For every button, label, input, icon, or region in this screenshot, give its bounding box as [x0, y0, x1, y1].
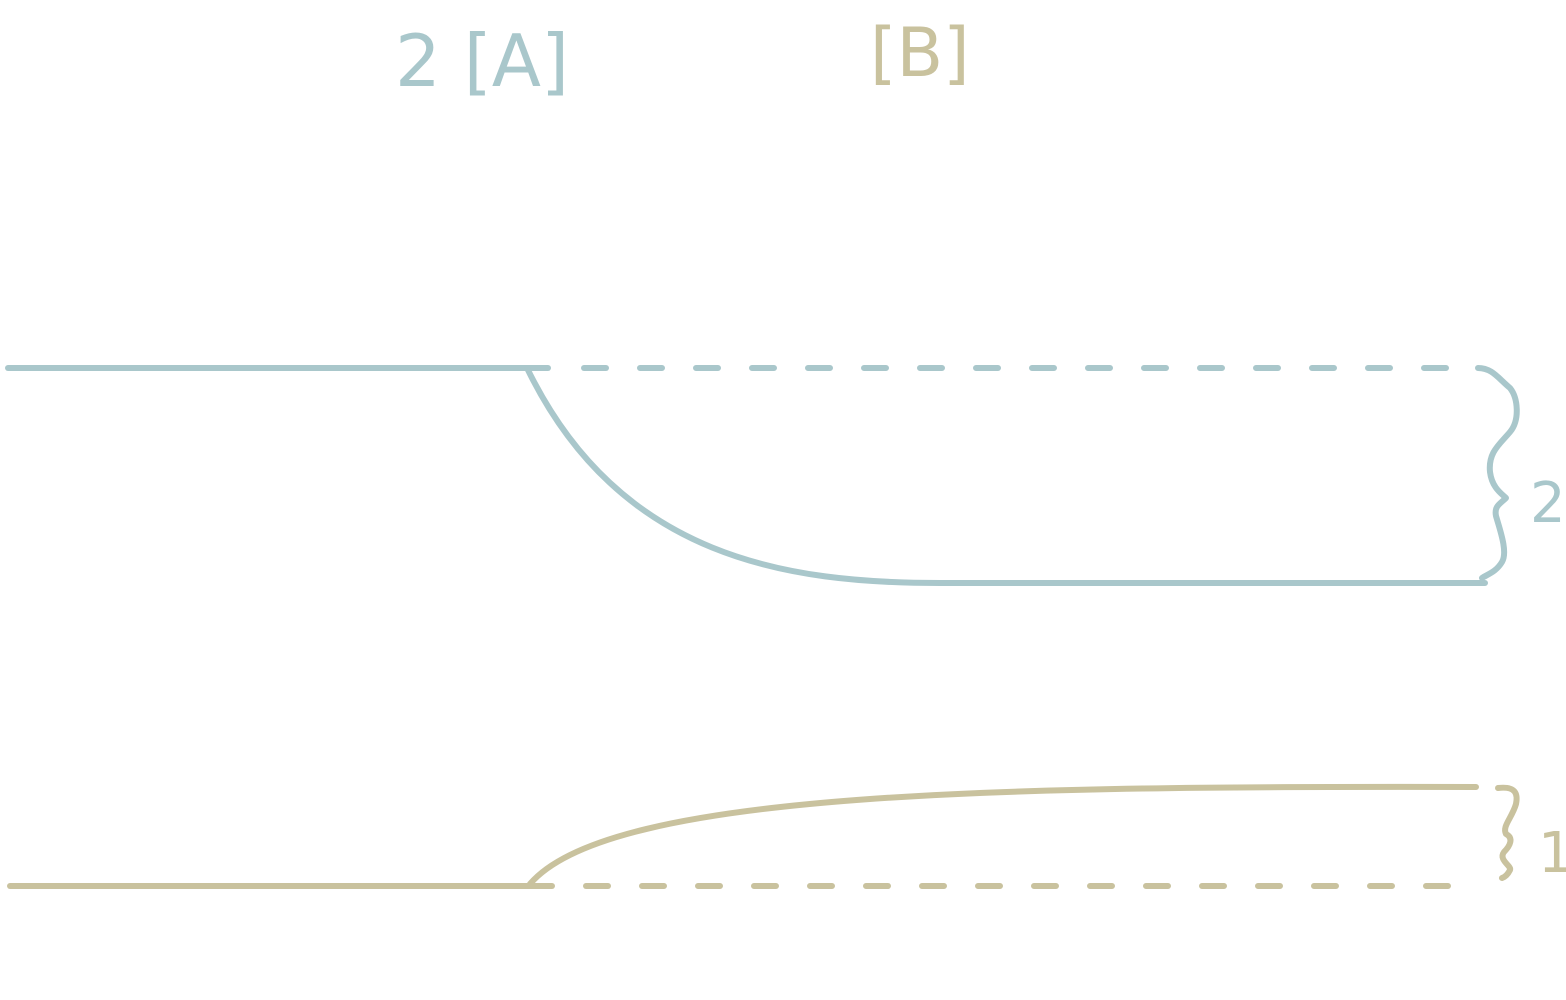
label-b: [B] — [870, 14, 970, 93]
series-b-brace — [1495, 784, 1520, 881]
brace-b-value: 1 — [1538, 821, 1566, 886]
series-a-group: 2 — [5, 365, 1566, 586]
brace-a-value: 2 — [1530, 471, 1566, 536]
series-a-brace — [1475, 365, 1520, 581]
label-a: 2 [A] — [395, 19, 569, 103]
series-b-growth-curve — [527, 783, 1479, 887]
series-a-decay-curve — [524, 365, 1488, 586]
series-b-group: 1 — [7, 783, 1566, 889]
